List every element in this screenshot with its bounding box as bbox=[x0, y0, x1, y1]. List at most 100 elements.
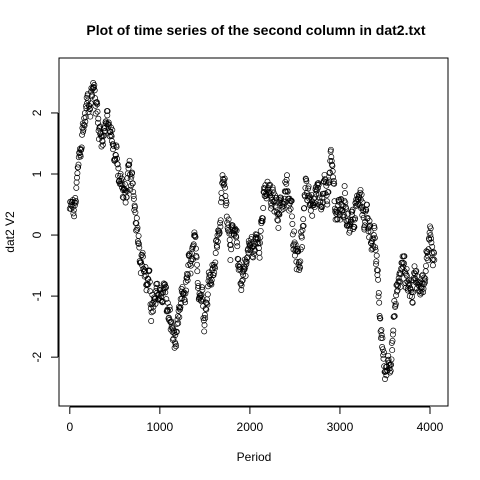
data-point bbox=[223, 200, 230, 206]
data-point bbox=[135, 240, 142, 247]
data-point bbox=[264, 185, 271, 191]
data-point bbox=[75, 161, 82, 168]
data-point bbox=[393, 288, 400, 295]
data-point bbox=[243, 258, 250, 265]
data-point bbox=[122, 199, 129, 206]
data-point bbox=[295, 259, 302, 266]
y-axis: -2 -1 0 1 2 bbox=[30, 109, 59, 362]
data-point bbox=[429, 262, 436, 269]
data-point bbox=[132, 209, 139, 216]
data-point bbox=[248, 233, 255, 240]
data-point bbox=[426, 229, 433, 236]
data-point bbox=[112, 152, 119, 159]
data-point bbox=[292, 247, 299, 254]
data-point bbox=[429, 243, 436, 250]
data-point bbox=[269, 184, 276, 191]
data-point bbox=[388, 356, 395, 363]
data-point bbox=[327, 146, 334, 153]
data-point bbox=[130, 192, 137, 199]
data-point bbox=[214, 238, 221, 245]
data-point bbox=[243, 261, 250, 268]
data-point bbox=[74, 170, 81, 177]
data-point bbox=[190, 256, 196, 263]
data-point bbox=[118, 175, 125, 182]
data-point bbox=[142, 264, 149, 270]
data-point bbox=[428, 235, 435, 242]
data-point bbox=[307, 194, 314, 201]
chart-title: Plot of time series of the second column… bbox=[86, 22, 426, 38]
data-point bbox=[391, 298, 398, 304]
data-point bbox=[423, 262, 429, 269]
data-point bbox=[315, 181, 322, 188]
data-point bbox=[126, 157, 133, 164]
data-point bbox=[160, 289, 167, 296]
data-point bbox=[139, 262, 146, 269]
data-point bbox=[163, 296, 170, 303]
data-point bbox=[165, 308, 172, 315]
data-point bbox=[146, 278, 153, 285]
data-point bbox=[77, 153, 84, 160]
data-point bbox=[370, 235, 377, 242]
data-point bbox=[99, 141, 106, 148]
data-point bbox=[232, 226, 239, 233]
data-point bbox=[385, 352, 392, 359]
data-point bbox=[326, 169, 333, 176]
data-point bbox=[297, 264, 303, 271]
data-point bbox=[225, 216, 232, 223]
data-point bbox=[184, 271, 191, 278]
data-point bbox=[316, 191, 323, 198]
data-point bbox=[178, 300, 185, 306]
data-point bbox=[222, 202, 229, 209]
data-point bbox=[238, 287, 245, 293]
data-point bbox=[221, 175, 228, 182]
data-point bbox=[341, 183, 348, 190]
data-point bbox=[152, 288, 159, 295]
data-point bbox=[338, 196, 345, 203]
data-point bbox=[208, 281, 215, 288]
data-point bbox=[373, 252, 380, 259]
data-point bbox=[70, 210, 77, 217]
data-point bbox=[154, 280, 161, 287]
data-point bbox=[316, 194, 323, 201]
data-point bbox=[305, 183, 312, 190]
data-point bbox=[406, 293, 413, 300]
data-point bbox=[428, 239, 435, 246]
data-point bbox=[125, 165, 132, 172]
data-point bbox=[403, 271, 410, 278]
data-point bbox=[129, 169, 136, 176]
data-point bbox=[313, 186, 320, 193]
data-point bbox=[334, 216, 341, 223]
data-point bbox=[72, 198, 79, 205]
data-point bbox=[212, 259, 219, 266]
data-point bbox=[330, 174, 337, 181]
data-point bbox=[400, 259, 406, 266]
data-point bbox=[421, 279, 428, 286]
data-point bbox=[360, 214, 367, 221]
data-point bbox=[120, 194, 127, 201]
data-point bbox=[212, 265, 218, 272]
data-point bbox=[123, 187, 129, 194]
data-point bbox=[199, 296, 206, 303]
data-point bbox=[110, 143, 117, 150]
data-point bbox=[234, 255, 241, 262]
data-point bbox=[357, 189, 364, 196]
data-point bbox=[195, 282, 202, 289]
data-point bbox=[82, 118, 89, 125]
data-point bbox=[223, 213, 230, 220]
data-point bbox=[380, 349, 387, 356]
data-point bbox=[202, 305, 209, 312]
data-point bbox=[186, 250, 193, 257]
data-point bbox=[376, 299, 383, 306]
data-point bbox=[409, 299, 416, 306]
data-point bbox=[342, 190, 348, 197]
data-point bbox=[297, 258, 304, 265]
data-point bbox=[364, 201, 370, 208]
data-point bbox=[123, 194, 130, 201]
data-point bbox=[364, 215, 371, 222]
data-point bbox=[93, 99, 100, 106]
data-point bbox=[284, 172, 290, 179]
data-point bbox=[298, 234, 305, 241]
data-point bbox=[181, 296, 188, 303]
data-point bbox=[188, 256, 195, 263]
